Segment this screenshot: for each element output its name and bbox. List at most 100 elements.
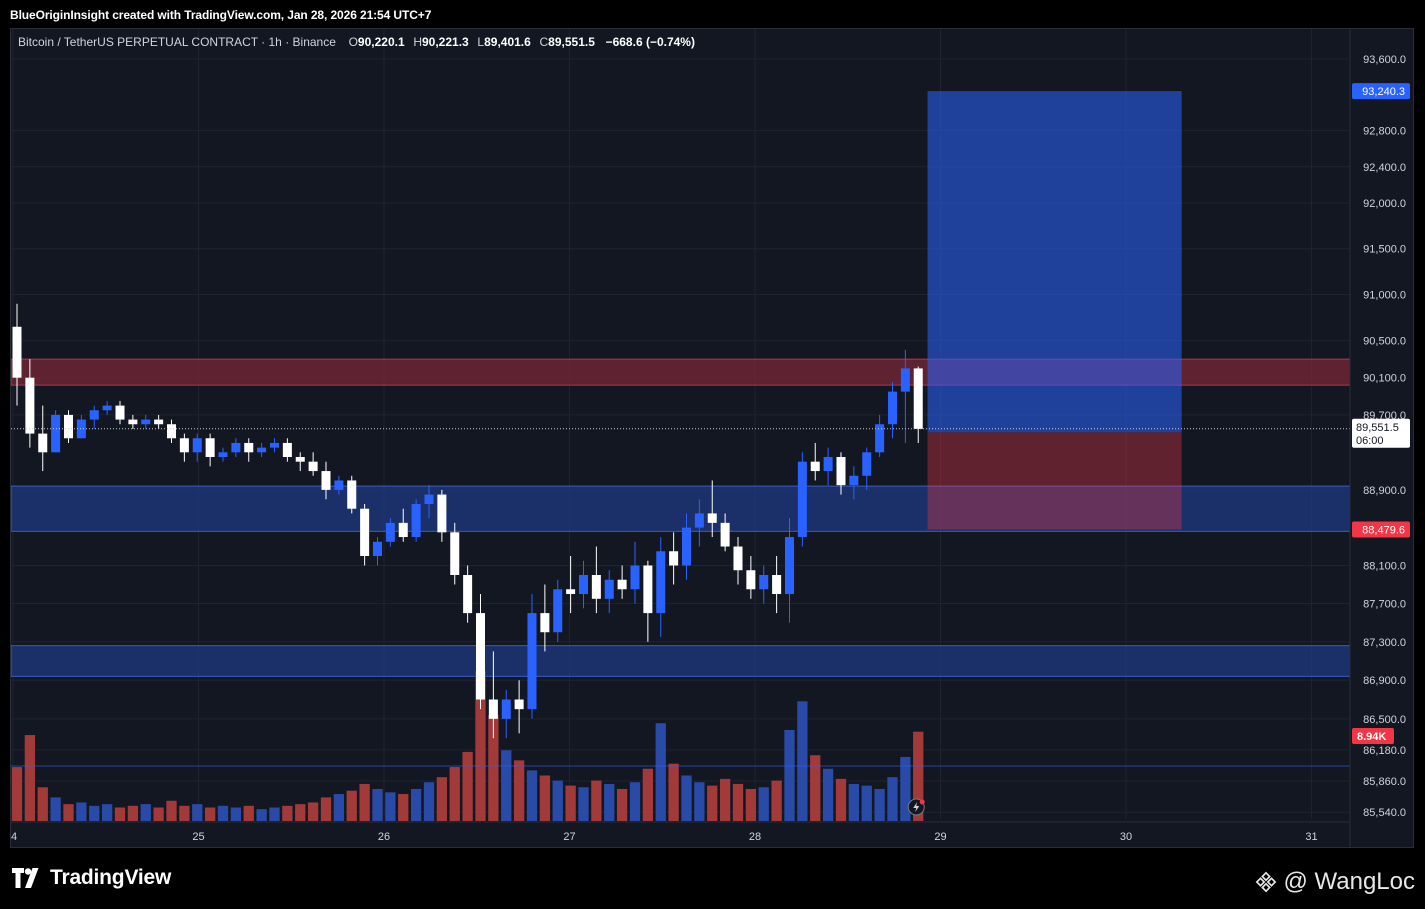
- candle-body: [179, 438, 189, 453]
- created-caption: BlueOriginInsight created with TradingVi…: [10, 8, 432, 22]
- candle-body: [424, 494, 434, 504]
- volume-bar: [488, 714, 499, 821]
- candle-body: [810, 461, 820, 472]
- volume-bar: [359, 783, 370, 821]
- candle-body: [76, 419, 86, 439]
- candle-body: [746, 570, 756, 590]
- volume-bar: [398, 794, 409, 821]
- candle-body: [669, 551, 679, 566]
- candle-body: [913, 368, 923, 429]
- volume-bar: [900, 756, 911, 821]
- candle-body: [334, 480, 344, 490]
- candle-body: [231, 442, 241, 453]
- volume-bar: [913, 731, 924, 821]
- candle-body: [720, 522, 730, 547]
- volume-bar: [127, 805, 139, 821]
- volume-bar: [604, 783, 615, 821]
- candle-body: [63, 414, 74, 439]
- candle-body: [128, 419, 138, 425]
- volume-bar: [835, 778, 847, 821]
- lightning-dot: [919, 799, 925, 805]
- price-tick-label: 91,000.0: [1363, 290, 1406, 302]
- time-tick-label: 31: [1305, 831, 1317, 843]
- volume-bar: [887, 777, 898, 821]
- price-tick-label: 92,400.0: [1363, 162, 1406, 174]
- tradingview-logo[interactable]: TradingView: [12, 866, 171, 890]
- volume-bar: [874, 788, 885, 821]
- volume-bar: [848, 783, 860, 821]
- volume-bar: [629, 782, 641, 821]
- volume-bar: [526, 770, 538, 821]
- price-label-target-text: 93,240.3: [1362, 86, 1405, 98]
- price-tick-label: 92,800.0: [1363, 126, 1406, 138]
- price-tick-label: 88,900.0: [1363, 485, 1406, 497]
- lightning-glyph: [913, 802, 920, 812]
- change-value: −668.6 (−0.74%): [605, 35, 695, 49]
- volume-bar: [230, 807, 242, 821]
- volume-bar: [719, 778, 731, 821]
- volume-bar: [320, 797, 332, 821]
- volume-bar: [385, 792, 396, 821]
- volume-bar: [797, 701, 808, 821]
- time-tick-label: 30: [1120, 831, 1132, 843]
- candle-body: [617, 579, 627, 590]
- volume-bar: [333, 794, 345, 821]
- volume-bar: [11, 767, 23, 821]
- candle-body: [694, 513, 704, 528]
- high-value: 90,221.3: [422, 35, 469, 49]
- candle-body: [437, 494, 447, 533]
- chart-svg[interactable]: 93,600.0 92,800.0 92,400.0 92,000.0 91,500.0…: [11, 29, 1414, 848]
- candle-body: [463, 574, 473, 614]
- volume-bar: [861, 785, 872, 821]
- watermark: @ WangLoc: [1255, 868, 1415, 896]
- position-stop-zone: [927, 432, 1182, 530]
- volume-bar: [192, 804, 203, 821]
- price-tick-label: 91,500.0: [1363, 244, 1406, 256]
- candle-body: [205, 438, 215, 457]
- candle-body: [269, 442, 280, 448]
- chart-panel[interactable]: 93,600.0 92,800.0 92,400.0 92,000.0 91,500.0…: [10, 28, 1414, 848]
- candle-body: [347, 480, 357, 509]
- volume-bar: [642, 768, 654, 821]
- volume-bar: [166, 800, 177, 821]
- volume-bar: [578, 787, 589, 821]
- candle-body: [244, 442, 254, 453]
- candle-body: [51, 414, 61, 453]
- volume-bar: [655, 723, 666, 821]
- candle-body: [282, 442, 292, 457]
- volume-bar: [668, 763, 679, 821]
- volume-bar: [565, 785, 576, 821]
- candle-body: [836, 456, 846, 486]
- candle-body: [450, 532, 460, 575]
- time-tick-label: 4: [11, 831, 17, 843]
- price-label-stop: [1352, 521, 1410, 538]
- candle-body: [643, 565, 653, 614]
- candle-body: [166, 424, 177, 439]
- volume-bar: [24, 735, 36, 821]
- candle-body: [566, 589, 576, 595]
- volume-bar: [89, 805, 100, 821]
- volume-bar: [771, 780, 782, 821]
- candle-body: [12, 326, 22, 378]
- volume-bar: [204, 807, 216, 821]
- volume-label-text: 8.94K: [1357, 731, 1386, 743]
- volume-bar: [140, 804, 151, 821]
- volume-bar: [50, 797, 61, 821]
- volume-bar: [269, 807, 280, 821]
- volume-bar: [501, 750, 512, 821]
- candle-body: [797, 461, 807, 538]
- volume-bar: [552, 780, 563, 821]
- candle-body: [141, 419, 151, 425]
- volume-bar: [372, 788, 383, 821]
- volume-bar: [475, 671, 486, 821]
- candle-body: [604, 579, 614, 599]
- candle-body: [707, 513, 717, 523]
- candle-body: [38, 433, 48, 453]
- top-bar: BlueOriginInsight created with TradingVi…: [0, 0, 1425, 28]
- volume-bar: [732, 783, 744, 821]
- candle-body: [192, 438, 202, 453]
- candle-body: [784, 537, 794, 595]
- candle-body: [488, 699, 498, 719]
- close-label: C: [539, 35, 549, 49]
- volume-bar: [114, 807, 126, 821]
